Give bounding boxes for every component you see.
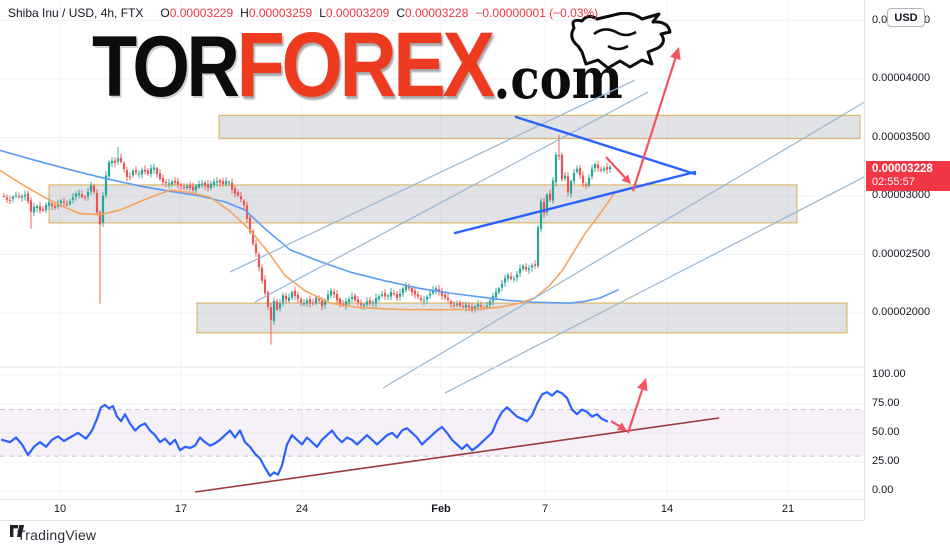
rsi-tick: 0.00 (872, 484, 894, 496)
last-price-badge: 0.00003228 02:55:57 (866, 161, 950, 191)
triangle-trendline-1[interactable] (514, 115, 697, 176)
ohlc-value-L: 0.00003209 (325, 6, 390, 20)
price-tick: 0.00004000 (872, 72, 931, 84)
price-tick: 0.00003500 (872, 130, 931, 143)
watermark-forex: FOREX (236, 14, 495, 116)
ohlc-readout: O0.00003229 H0.00003259 L0.00003209 C0.0000… (153, 6, 468, 20)
ma-blue-line (0, 149, 619, 304)
rsi-line (0, 389, 609, 477)
ohlc-label-C: C (396, 6, 405, 20)
rsi-arrow-1[interactable] (610, 420, 627, 431)
price-arrow-2[interactable] (631, 47, 681, 192)
rsi-tick: 100.00 (872, 367, 906, 380)
ohlc-value-O: 0.00003229 (169, 6, 234, 20)
tradingview-icon (10, 525, 25, 537)
price-arrow-1[interactable] (605, 156, 631, 184)
price-scale[interactable]: USD 0.000045000.000040000.000035000.0000… (864, 0, 950, 519)
time-tick-17: 17 (174, 503, 188, 515)
rsi-tick: 25.00 (872, 454, 900, 467)
zone-support-lower[interactable] (196, 302, 848, 334)
usd-button[interactable]: USD (887, 8, 925, 27)
symbol-title[interactable]: Shiba Inu / USD, 4h, FTX (8, 6, 144, 20)
ohlc-value-H: 0.00003259 (248, 6, 313, 20)
time-tick-7: 7 (541, 503, 549, 515)
candles-layer (2, 135, 612, 345)
rsi-band (0, 409, 864, 457)
bar-countdown: 02:55:57 (872, 176, 915, 188)
ohlc-label-L: L (319, 6, 326, 20)
steel-trendline-4[interactable] (444, 174, 869, 394)
time-tick-10: 10 (53, 503, 67, 515)
time-scale[interactable]: 10 17 24 Feb 7 14 21 (0, 499, 864, 521)
tradingview-label: TradingView (17, 527, 97, 543)
rsi-arrow-2[interactable] (626, 378, 648, 434)
watermark-logo: TOR FOREX .com (92, 12, 709, 116)
triangle-trendline-2[interactable] (453, 170, 697, 235)
steel-trendline-3[interactable] (382, 99, 869, 389)
rsi-tick: 75.00 (872, 396, 900, 409)
watermark-tor: TOR (92, 18, 240, 115)
ohlc-label-H: H (240, 6, 249, 20)
time-tick-Feb: Feb (431, 503, 451, 515)
rsi-tick: 50.00 (872, 425, 900, 438)
ohlc-label-O: O (160, 6, 170, 20)
price-tick: 0.00002500 (872, 247, 931, 260)
price-tick: 0.00002000 (872, 306, 931, 318)
ohlc-value-C: 0.00003228 (405, 6, 469, 20)
symbol-header: Shiba Inu / USD, 4h, FTX O0.00003229 H0.00… (8, 6, 598, 20)
bull-bear-icon (570, 12, 672, 70)
steel-trendline-2[interactable] (254, 91, 649, 303)
price-tick: 0.00003000 (872, 189, 931, 201)
steel-trendline-1[interactable] (229, 79, 636, 273)
time-tick-14: 14 (660, 503, 674, 515)
time-tick-21: 21 (781, 503, 795, 515)
time-tick-24: 24 (295, 503, 309, 515)
zone-resistance-upper[interactable] (218, 114, 861, 140)
tradingview-attribution[interactable]: TradingView (10, 524, 96, 546)
rsi-trendline[interactable] (194, 417, 720, 493)
last-price: 0.00003228 (872, 163, 933, 175)
change-readout: −0.00000001 (−0.03%) (475, 6, 599, 20)
watermark-com: .com (493, 45, 623, 112)
ma-orange-line (0, 169, 616, 311)
